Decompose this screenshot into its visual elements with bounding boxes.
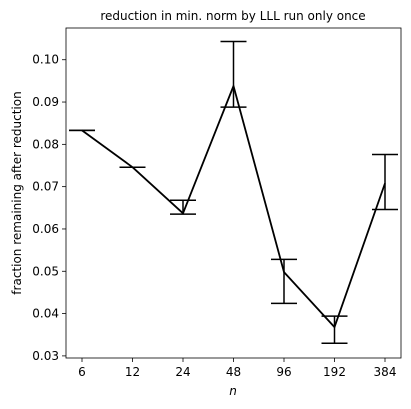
y-tick-label: 0.06 — [32, 222, 59, 236]
y-tick-label: 0.03 — [32, 349, 59, 363]
y-tick-label: 0.09 — [32, 95, 59, 109]
y-axis-label: fraction remaining after reduction — [10, 91, 24, 294]
error-bar — [372, 153, 398, 211]
y-tick-label: 0.08 — [32, 137, 59, 151]
error-bar — [321, 315, 348, 344]
x-axis: 6 12 24 48 96 192 384 — [78, 358, 396, 379]
y-axis: 0.03 0.04 0.05 0.06 0.07 0.08 0.09 0.10 — [32, 53, 66, 363]
x-tick-label: 48 — [226, 365, 241, 379]
chart-title: reduction in min. norm by LLL run only o… — [100, 9, 365, 23]
plot-area — [69, 40, 398, 344]
error-bar — [271, 258, 297, 305]
x-tick-label: 96 — [276, 365, 291, 379]
x-tick-label: 6 — [78, 365, 86, 379]
error-bar — [220, 40, 247, 108]
x-tick-label: 24 — [175, 365, 190, 379]
y-tick-label: 0.04 — [32, 307, 59, 321]
x-tick-label: 192 — [323, 365, 346, 379]
error-bar — [170, 199, 196, 215]
series-line — [81, 85, 386, 329]
y-tick-label: 0.10 — [32, 53, 59, 67]
x-axis-label: n — [229, 384, 237, 398]
y-tick-label: 0.05 — [32, 264, 59, 278]
y-tick-label: 0.07 — [32, 180, 59, 194]
x-tick-label: 384 — [374, 365, 397, 379]
x-tick-label: 12 — [125, 365, 140, 379]
